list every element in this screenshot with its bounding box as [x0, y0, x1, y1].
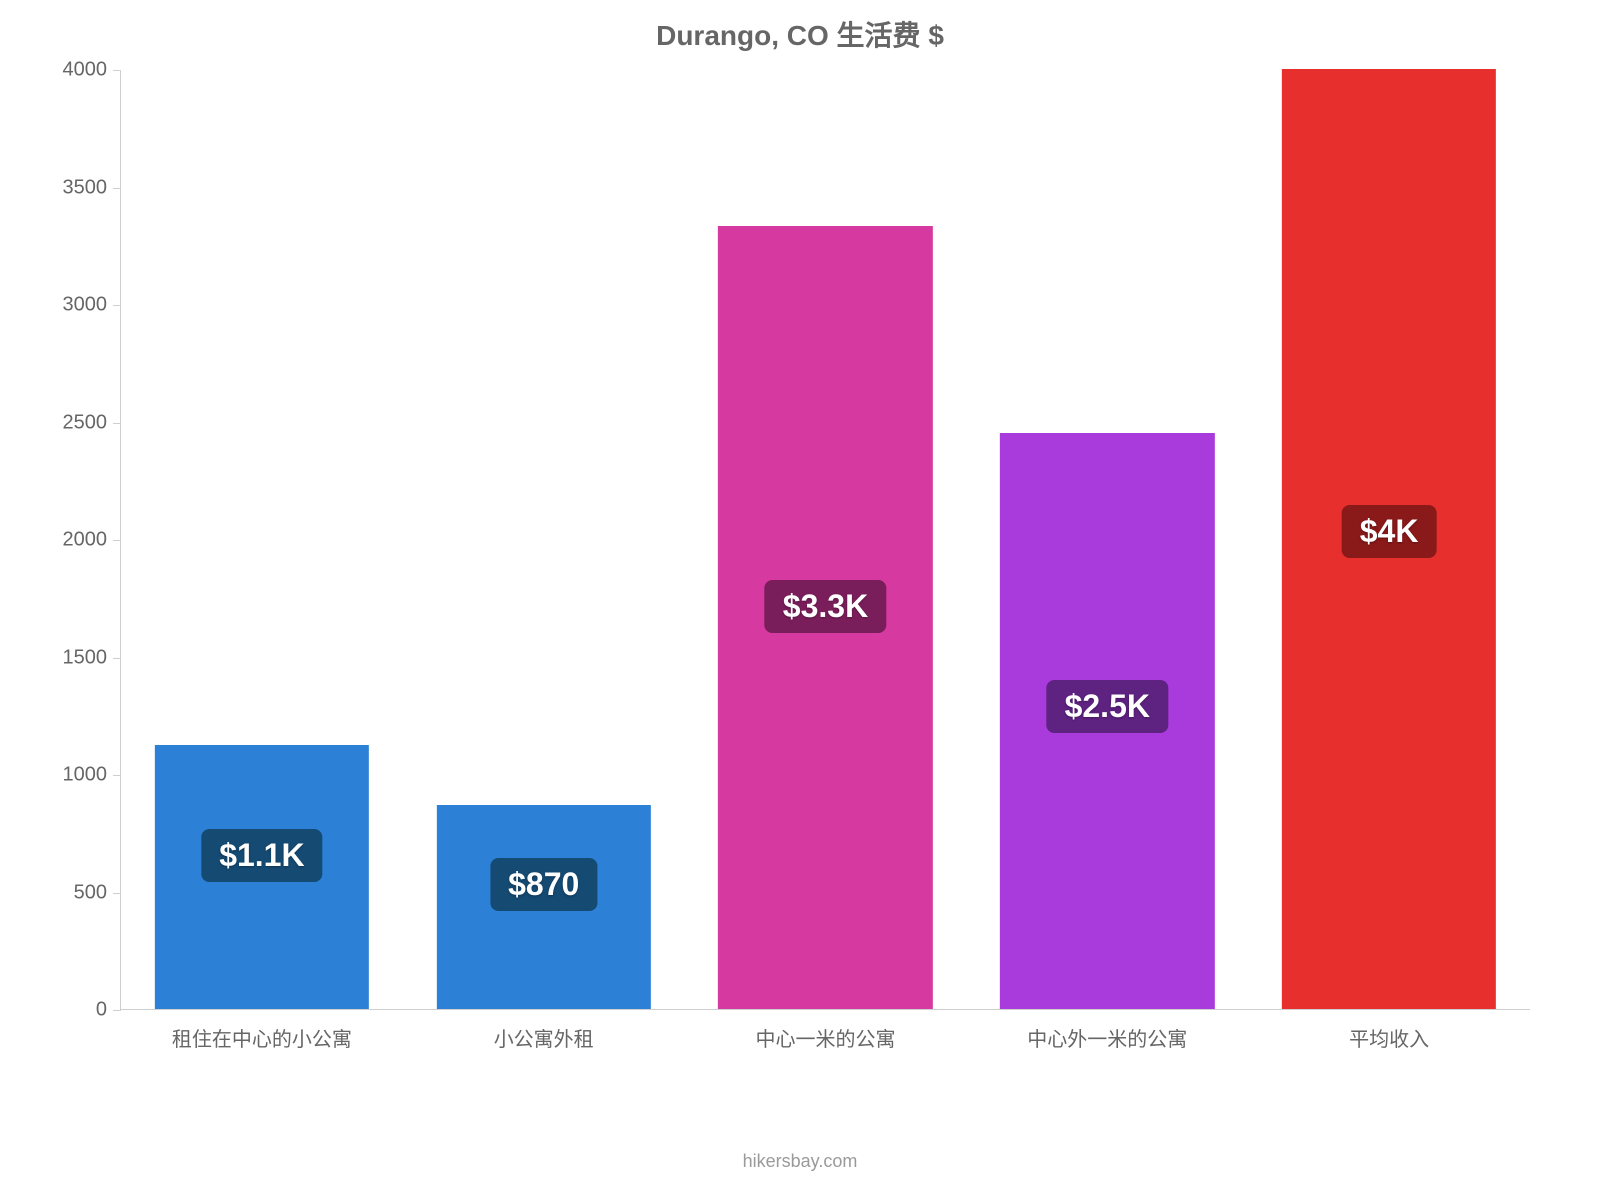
ytick-label: 4000: [63, 59, 108, 82]
ytick-label: 0: [96, 999, 107, 1022]
ytick-mark: [113, 540, 121, 541]
value-badge: $2.5K: [1047, 680, 1168, 733]
xtick-label: 中心一米的公寓: [755, 1023, 895, 1052]
ytick-label: 3000: [63, 294, 108, 317]
ytick-label: 2500: [63, 411, 108, 434]
bar-slot: $1.1K租住在中心的小公寓: [121, 70, 403, 1009]
ytick-label: 3500: [63, 176, 108, 199]
chart-container: Durango, CO 生活费 $ $1.1K租住在中心的小公寓$870小公寓外…: [50, 10, 1550, 1190]
ytick-mark: [113, 658, 121, 659]
ytick-mark: [113, 893, 121, 894]
bars-row: $1.1K租住在中心的小公寓$870小公寓外租$3.3K中心一米的公寓$2.5K…: [121, 70, 1530, 1009]
value-badge: $3.3K: [765, 580, 886, 633]
ytick-label: 1500: [63, 646, 108, 669]
value-badge: $870: [490, 858, 597, 911]
bar-slot: $4K平均收入: [1248, 70, 1530, 1009]
xtick-label: 小公寓外租: [494, 1023, 594, 1052]
ytick-mark: [113, 1010, 121, 1011]
ytick-mark: [113, 423, 121, 424]
bar-slot: $2.5K中心外一米的公寓: [966, 70, 1248, 1009]
ytick-mark: [113, 305, 121, 306]
xtick-label: 平均收入: [1349, 1023, 1429, 1052]
plot-area: $1.1K租住在中心的小公寓$870小公寓外租$3.3K中心一米的公寓$2.5K…: [120, 70, 1530, 1010]
ytick-mark: [113, 188, 121, 189]
footer-attribution: hikersbay.com: [50, 1151, 1550, 1172]
ytick-label: 2000: [63, 529, 108, 552]
value-badge: $4K: [1342, 505, 1437, 558]
value-badge: $1.1K: [201, 829, 322, 882]
xtick-label: 租住在中心的小公寓: [172, 1023, 352, 1052]
bar-slot: $870小公寓外租: [403, 70, 685, 1009]
ytick-label: 1000: [63, 764, 108, 787]
ytick-label: 500: [74, 881, 107, 904]
bar-slot: $3.3K中心一米的公寓: [685, 70, 967, 1009]
ytick-mark: [113, 70, 121, 71]
chart-title: Durango, CO 生活费 $: [50, 14, 1550, 54]
xtick-label: 中心外一米的公寓: [1027, 1023, 1187, 1052]
ytick-mark: [113, 775, 121, 776]
